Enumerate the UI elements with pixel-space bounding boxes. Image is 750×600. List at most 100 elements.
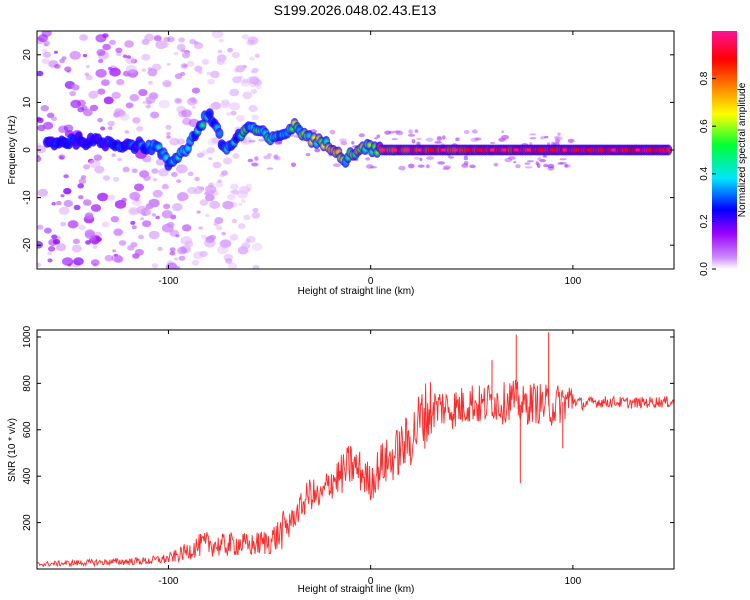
noise-speckle bbox=[102, 175, 111, 181]
noise-speckle bbox=[92, 245, 98, 249]
noise-speckle bbox=[211, 101, 221, 110]
noise-speckle bbox=[59, 58, 65, 64]
noise-speckle bbox=[155, 215, 160, 220]
noise-speckle bbox=[84, 72, 90, 77]
noise-speckle bbox=[70, 99, 82, 109]
noise-speckle bbox=[208, 157, 213, 161]
noise-speckle bbox=[557, 132, 561, 137]
noise-speckle bbox=[508, 156, 516, 160]
noise-speckle bbox=[393, 130, 401, 134]
noise-speckle bbox=[567, 138, 575, 143]
noise-speckle bbox=[250, 89, 258, 94]
noise-speckle bbox=[141, 38, 150, 46]
noise-speckle bbox=[172, 203, 183, 212]
noise-speckle bbox=[111, 153, 116, 157]
noise-speckle bbox=[217, 179, 222, 183]
noise-speckle bbox=[226, 111, 232, 116]
ridge-peak-mark bbox=[453, 148, 458, 152]
noise-speckle bbox=[58, 206, 70, 215]
noise-speckle bbox=[251, 212, 260, 219]
noise-speckle bbox=[176, 179, 182, 184]
ridge-blob bbox=[206, 110, 213, 117]
noise-speckle bbox=[41, 58, 50, 65]
noise-speckle bbox=[138, 89, 148, 97]
noise-speckle bbox=[223, 253, 234, 262]
noise-speckle bbox=[122, 54, 128, 59]
noise-speckle bbox=[214, 217, 224, 224]
noise-speckle bbox=[199, 250, 208, 258]
noise-speckle bbox=[152, 177, 158, 182]
noise-speckle bbox=[194, 65, 203, 73]
noise-speckle bbox=[529, 137, 537, 140]
noise-speckle bbox=[151, 168, 159, 174]
x-tick-label: -100 bbox=[158, 276, 178, 287]
noise-speckle bbox=[118, 240, 127, 246]
noise-speckle bbox=[524, 166, 533, 169]
noise-speckle bbox=[78, 178, 87, 185]
noise-speckle bbox=[196, 210, 201, 214]
noise-speckle bbox=[220, 239, 232, 248]
noise-speckle bbox=[230, 190, 235, 194]
noise-speckle bbox=[229, 233, 239, 241]
noise-speckle bbox=[163, 203, 171, 209]
noise-speckle bbox=[174, 51, 179, 56]
noise-speckle bbox=[134, 197, 140, 202]
noise-speckle bbox=[248, 79, 260, 88]
noise-speckle bbox=[85, 74, 93, 81]
ridge-peak-mark bbox=[635, 148, 640, 152]
noise-speckle bbox=[174, 97, 183, 105]
noise-speckle bbox=[129, 208, 137, 214]
noise-speckle bbox=[119, 113, 130, 121]
noise-speckle bbox=[252, 264, 260, 269]
noise-speckle bbox=[177, 197, 184, 202]
figure-title: S199.2026.048.02.43.E13 bbox=[274, 2, 437, 18]
noise-speckle bbox=[248, 104, 258, 113]
noise-speckle bbox=[417, 164, 425, 168]
ridge-peak-mark bbox=[392, 148, 397, 152]
noise-speckle bbox=[251, 114, 260, 121]
ridge-peak-mark bbox=[380, 148, 385, 152]
noise-speckle bbox=[60, 221, 67, 227]
noise-speckle bbox=[463, 130, 470, 134]
noise-speckle bbox=[141, 53, 151, 61]
ridge-peak-mark bbox=[490, 148, 494, 152]
noise-speckle bbox=[274, 156, 281, 161]
noise-speckle bbox=[60, 194, 65, 198]
colorbar-ticks: 0.0 0.2 0.4 0.6 0.8 bbox=[699, 71, 716, 276]
y-tick-label: 0 bbox=[22, 147, 33, 153]
noise-speckle bbox=[125, 102, 134, 109]
noise-speckle bbox=[169, 137, 180, 146]
noise-speckle bbox=[97, 88, 106, 95]
noise-speckle bbox=[63, 199, 73, 208]
noise-speckle bbox=[44, 43, 49, 47]
noise-speckle bbox=[250, 39, 255, 43]
noise-speckle bbox=[241, 34, 250, 40]
noise-speckle bbox=[245, 238, 251, 243]
noise-speckle bbox=[129, 94, 140, 102]
noise-speckle bbox=[110, 216, 120, 223]
y-tick-label: 400 bbox=[22, 467, 33, 484]
snr-series-line bbox=[37, 379, 674, 568]
noise-speckle bbox=[138, 234, 144, 240]
noise-speckle bbox=[116, 78, 125, 86]
noise-speckle bbox=[95, 68, 107, 78]
noise-speckle bbox=[104, 254, 114, 262]
y-tick-label: -10 bbox=[22, 190, 33, 205]
noise-speckle bbox=[109, 39, 116, 46]
noise-speckle bbox=[131, 168, 138, 174]
noise-speckle bbox=[85, 64, 90, 69]
noise-speckle bbox=[434, 141, 442, 144]
noise-speckle bbox=[230, 183, 239, 191]
noise-speckle bbox=[174, 265, 181, 269]
ridge-peak-mark bbox=[526, 148, 531, 152]
ridge-blob bbox=[184, 145, 191, 152]
noise-speckle bbox=[489, 141, 496, 145]
noise-speckle bbox=[246, 39, 255, 47]
ridge-peak-mark bbox=[562, 148, 567, 152]
ridge-blob bbox=[199, 122, 206, 129]
noise-speckle bbox=[71, 84, 80, 91]
noise-speckle bbox=[245, 183, 253, 189]
noise-speckle bbox=[232, 189, 240, 195]
ridge-peak-mark bbox=[659, 148, 664, 152]
noise-speckle bbox=[216, 225, 223, 231]
